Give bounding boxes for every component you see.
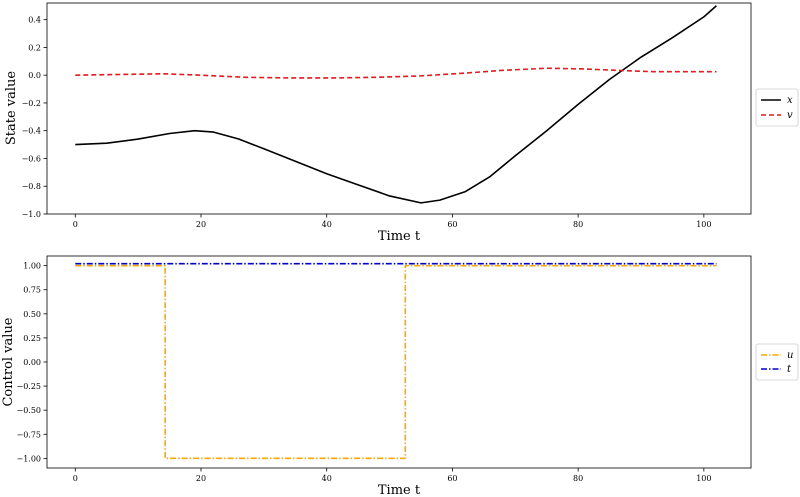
control-plot-frame [46,255,752,469]
control-x-tick-label: 60 [447,474,457,483]
state-legend-box [755,88,799,127]
state-legend: x v [755,88,799,127]
state-series-x-line [75,5,717,204]
control-y-tick-label: 0.25 [23,334,41,343]
state-x-axis-label: Time t [378,229,421,244]
state-x-tick-label: 40 [322,220,332,229]
state-y-tick-label: 0.2 [28,43,41,52]
control-x-tick-label: 100 [696,474,711,483]
control-y-tick-label: 0.00 [23,358,41,367]
state-legend-label-v: v [787,110,793,121]
control-x-ticks: 0 20 40 60 80 100 [73,468,711,483]
state-y-tick-label: 0.4 [28,16,41,25]
state-y-axis-label: State value [4,71,19,146]
state-x-ticks: 0 20 40 60 80 100 [73,214,711,229]
state-x-tick-label: 20 [196,220,206,229]
control-y-axis-label: Control value [1,317,16,406]
state-y-tick-label: −0.4 [22,127,41,136]
state-x-tick-label: 80 [573,220,583,229]
control-x-tick-label: 40 [322,474,332,483]
control-legend-label-t: t [787,364,792,375]
state-legend-label-x: x [787,95,793,106]
control-y-ticks: −1.00 −0.75 −0.50 −0.25 0.00 0.25 0.50 0.75 1.00 [16,262,47,463]
control-x-axis-label: Time t [378,483,421,497]
control-y-tick-label: 0.50 [23,310,41,319]
control-y-tick-label: −0.75 [16,430,41,439]
control-y-tick-label: 0.75 [23,286,41,295]
control-series-u-line [75,264,717,460]
control-panel: 0 20 40 60 80 100 −1.00 −0.75 −0.50 −0.25 0.00 0.2… [1,255,799,497]
state-series-v-line [75,67,717,79]
control-y-tick-label: −1.00 [16,454,41,463]
state-plot-frame [46,2,752,215]
control-lines [75,262,717,460]
state-lines [75,5,717,204]
control-legend-label-u: u [787,350,793,361]
state-x-tick-label: 100 [696,220,711,229]
control-x-tick-label: 20 [196,474,206,483]
control-y-tick-label: −0.50 [16,406,41,415]
state-y-ticks: −1.0 −0.8 −0.6 −0.4 −0.2 0.0 0.2 0.4 [22,16,47,219]
state-x-tick-label: 0 [73,220,78,229]
state-x-tick-label: 60 [447,220,457,229]
state-y-tick-label: −0.6 [22,154,41,163]
control-x-tick-label: 0 [73,474,78,483]
state-y-tick-label: −1.0 [22,210,41,219]
control-x-tick-label: 80 [573,474,583,483]
control-legend: u t [755,343,799,381]
state-y-tick-label: 0.0 [28,71,41,80]
state-panel: 0 20 40 60 80 100 −1.0 −0.8 −0.6 −0.4 −0.2 0.0 0.2 0… [4,2,799,244]
state-y-tick-label: −0.8 [22,182,41,191]
control-y-tick-label: 1.00 [23,262,41,271]
control-legend-box [755,343,799,381]
state-y-tick-label: −0.2 [22,99,41,108]
control-y-tick-label: −0.25 [16,382,41,391]
